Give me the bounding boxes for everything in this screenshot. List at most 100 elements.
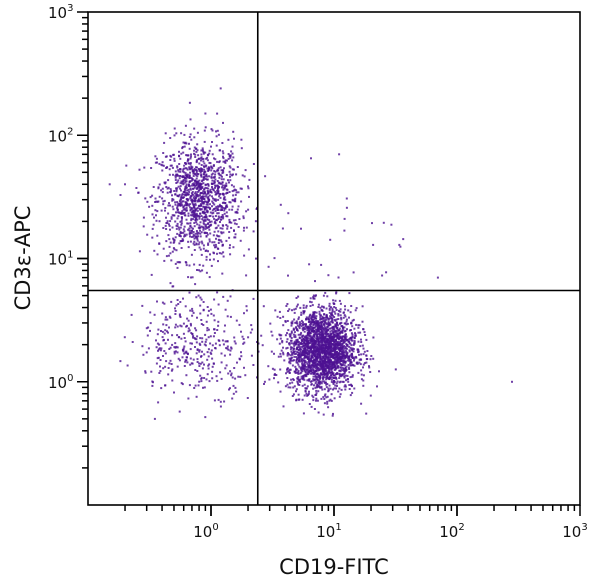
data-point: [331, 309, 334, 312]
data-point: [320, 351, 323, 354]
data-point: [314, 374, 317, 377]
data-point: [196, 131, 199, 134]
data-point: [339, 362, 342, 365]
data-point: [345, 354, 348, 357]
data-point: [309, 369, 312, 372]
data-point: [315, 347, 318, 350]
data-point: [176, 261, 179, 264]
data-point: [179, 316, 182, 318]
data-point: [342, 339, 345, 342]
data-point: [209, 191, 212, 193]
data-point: [208, 152, 211, 155]
data-point: [231, 397, 234, 400]
data-point: [188, 264, 191, 267]
data-point: [176, 211, 179, 214]
data-point: [138, 168, 141, 171]
data-point: [333, 352, 336, 355]
data-point: [242, 342, 245, 345]
data-point: [308, 334, 311, 337]
data-point: [308, 354, 311, 357]
data-point: [308, 356, 311, 359]
data-point: [169, 252, 172, 255]
data-point: [181, 196, 184, 199]
data-point: [313, 359, 316, 362]
data-point: [178, 228, 181, 231]
data-point: [305, 337, 308, 339]
data-point: [188, 291, 191, 294]
data-point: [151, 236, 154, 239]
data-point: [310, 339, 313, 342]
data-point: [201, 269, 204, 272]
data-point: [211, 186, 213, 188]
data-point: [220, 216, 223, 218]
data-point: [344, 385, 347, 388]
data-point: [208, 228, 211, 231]
data-point: [323, 323, 325, 326]
data-point: [213, 332, 216, 334]
data-point: [324, 335, 327, 338]
data-point: [185, 173, 188, 176]
data-point: [327, 376, 330, 379]
data-point: [346, 357, 349, 360]
data-point: [327, 367, 330, 370]
data-point: [350, 339, 353, 342]
data-point: [207, 200, 210, 202]
data-point: [164, 329, 167, 332]
data-point: [299, 343, 302, 346]
data-point: [190, 332, 193, 334]
data-point: [218, 173, 221, 176]
data-point: [183, 164, 186, 167]
data-point: [214, 227, 217, 230]
data-point: [346, 328, 348, 331]
data-point: [300, 357, 303, 360]
data-point: [164, 181, 167, 184]
data-point: [336, 328, 339, 331]
data-point: [306, 329, 309, 332]
data-point: [142, 225, 145, 228]
data-point: [342, 311, 345, 314]
data-point: [210, 352, 213, 355]
data-point: [330, 369, 333, 371]
data-point: [310, 345, 313, 348]
data-point: [333, 302, 335, 305]
data-point: [252, 163, 255, 165]
data-point: [318, 363, 321, 366]
data-point: [210, 128, 213, 131]
data-point: [202, 244, 205, 247]
data-point: [179, 204, 182, 207]
data-point: [308, 323, 311, 326]
data-point: [203, 195, 206, 198]
data-point: [332, 355, 335, 357]
data-point: [197, 184, 200, 187]
data-point: [179, 261, 182, 264]
data-point: [202, 160, 205, 163]
data-point: [316, 383, 319, 386]
data-point: [340, 366, 343, 369]
data-point: [202, 219, 205, 222]
data-point: [249, 331, 252, 334]
data-point: [315, 366, 318, 368]
data-point: [179, 212, 182, 215]
data-point: [304, 365, 306, 368]
data-point: [233, 236, 236, 239]
data-point: [195, 207, 198, 210]
data-point: [214, 190, 217, 193]
data-point: [198, 350, 201, 353]
data-point: [334, 299, 337, 302]
data-point: [316, 343, 319, 346]
data-point: [190, 207, 193, 210]
data-point: [313, 361, 315, 364]
data-point: [333, 310, 336, 313]
data-point: [338, 381, 341, 384]
data-point: [222, 188, 225, 191]
data-point: [157, 349, 159, 352]
data-point: [333, 387, 336, 390]
data-point: [296, 322, 299, 325]
data-point: [285, 305, 288, 307]
data-point: [165, 360, 168, 363]
data-point: [233, 137, 235, 140]
data-point: [323, 365, 326, 368]
data-point: [182, 212, 184, 215]
data-point: [295, 368, 297, 371]
data-point: [232, 392, 235, 395]
